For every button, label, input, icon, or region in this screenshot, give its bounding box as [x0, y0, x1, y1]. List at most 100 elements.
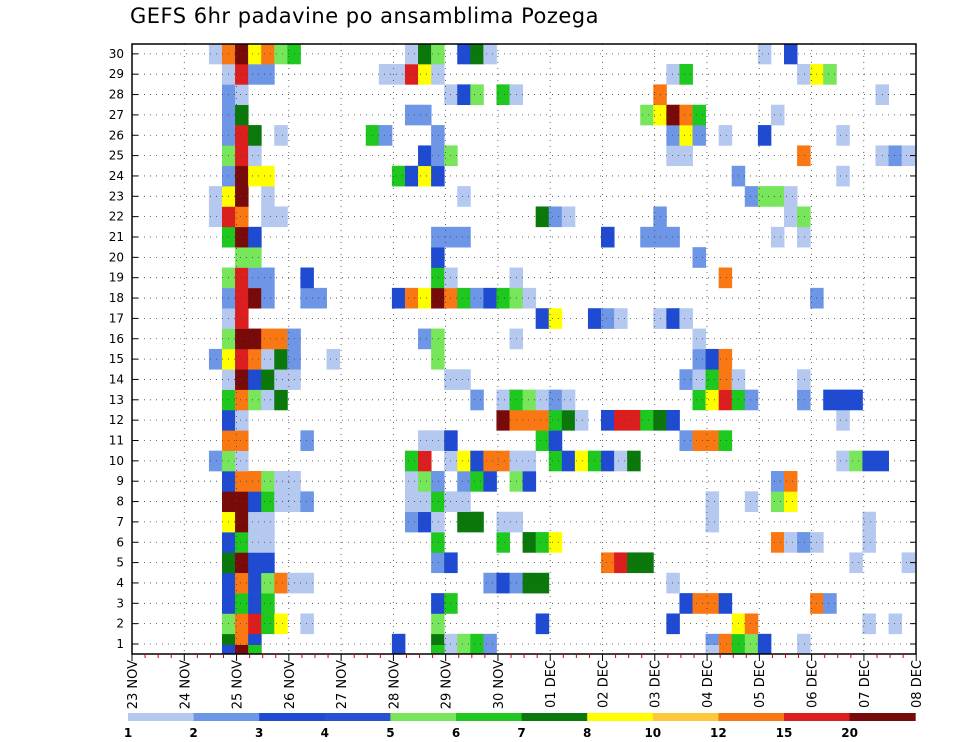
- heatmap-cell: [235, 369, 249, 390]
- heatmap-cell: [601, 308, 615, 329]
- heatmap-cell: [483, 450, 497, 472]
- heatmap-cell: [235, 348, 249, 370]
- colorbar: 1 2 3 4 5 6 7 8 10 12 15 20: [124, 713, 916, 740]
- y-tick-label: 16: [109, 332, 124, 346]
- heatmap-cell: [235, 593, 249, 614]
- heatmap-cell: [627, 409, 641, 431]
- x-tick-label: 01 DEC: [544, 660, 559, 708]
- heatmap-cell: [274, 125, 288, 146]
- heatmap-cell: [744, 633, 759, 655]
- heatmap-cell: [431, 145, 445, 167]
- heatmap-cell: [496, 572, 510, 594]
- y-tick-label: 12: [109, 413, 124, 427]
- heatmap-cell: [235, 125, 249, 146]
- heatmap-cell: [797, 369, 811, 390]
- heatmap-cell: [692, 389, 707, 411]
- heatmap-cell: [522, 287, 537, 309]
- colorbar-label: 3: [255, 726, 263, 740]
- heatmap-cell: [548, 532, 563, 553]
- y-tick-label: 15: [109, 352, 124, 366]
- heatmap-cell: [391, 64, 406, 85]
- colorbar-label: 20: [841, 726, 858, 740]
- y-tick-label: 30: [109, 47, 124, 61]
- heatmap-cell: [535, 532, 550, 553]
- heatmap-cell: [666, 572, 680, 594]
- heatmap-cell: [404, 104, 419, 126]
- heatmap-cell: [627, 552, 641, 574]
- heatmap-cell: [496, 84, 510, 106]
- heatmap-cell: [705, 593, 720, 614]
- heatmap-cell: [248, 125, 262, 146]
- heatmap-cell: [797, 145, 811, 167]
- heatmap-cell: [418, 450, 432, 472]
- heatmap-cell: [404, 165, 419, 187]
- colorbar-label: 10: [644, 726, 661, 740]
- heatmap-cell: [248, 348, 262, 370]
- colorbar-swatch: [521, 713, 588, 721]
- heatmap-cell: [548, 430, 563, 451]
- x-tick-label: 29 NOV: [440, 660, 455, 709]
- colorbar-label: 1: [124, 726, 132, 740]
- heatmap-cell: [235, 450, 249, 472]
- heatmap-cell: [300, 491, 314, 513]
- heatmap-cell: [457, 226, 471, 248]
- heatmap-cell: [561, 450, 576, 472]
- heatmap-cell: [483, 633, 497, 655]
- x-tick-label: 08 DEC: [910, 660, 925, 708]
- heatmap-cell: [235, 409, 249, 431]
- heatmap-cell: [404, 287, 419, 309]
- heatmap-cell: [274, 471, 288, 492]
- heatmap-cell: [744, 389, 759, 411]
- heatmap-cell: [248, 491, 262, 513]
- heatmap-cell: [601, 409, 615, 431]
- heatmap-cell: [248, 267, 262, 289]
- heatmap-cell: [235, 186, 249, 207]
- y-tick-label: 19: [109, 271, 124, 285]
- heatmap-cell: [248, 471, 262, 492]
- y-tick-label: 10: [109, 454, 124, 468]
- heatmap-cell: [431, 613, 445, 635]
- heatmap-cell: [522, 409, 537, 431]
- heatmap-cell: [470, 84, 484, 106]
- y-tick-label: 23: [109, 189, 124, 203]
- heatmap-cell: [797, 64, 811, 85]
- heatmap-cell: [718, 389, 733, 411]
- heatmap-cell: [901, 552, 916, 574]
- heatmap-cell: [522, 471, 537, 492]
- heatmap-cell: [431, 125, 445, 146]
- heatmap-cell: [692, 593, 707, 614]
- heatmap-cell: [261, 471, 275, 492]
- y-tick-label: 17: [109, 311, 124, 325]
- heatmap-cell: [431, 511, 445, 533]
- heatmap-cell: [431, 645, 445, 654]
- heatmap-cell: [679, 145, 693, 167]
- heatmap-cell: [784, 532, 798, 553]
- heatmap-cell: [274, 43, 288, 65]
- heatmap-cell: [836, 389, 850, 411]
- heatmap-cell: [862, 532, 876, 553]
- x-tick-label: 06 DEC: [806, 660, 821, 708]
- heatmap-cell: [718, 430, 733, 451]
- heatmap-cell: [431, 491, 445, 513]
- heatmap-cell: [431, 593, 445, 614]
- heatmap-cell: [235, 84, 249, 106]
- x-axis: 23 NOV 24 NOV 25 NOV 26 NOV 27 NOV 28 NOV 29 N…: [126, 654, 925, 709]
- heatmap-cell: [679, 430, 693, 451]
- x-tick-label: 23 NOV: [126, 660, 141, 709]
- heatmap-cell: [208, 450, 223, 472]
- heatmap-cell: [248, 572, 262, 594]
- heatmap-cell: [901, 145, 916, 167]
- heatmap-cell: [535, 430, 550, 451]
- heatmap-cell: [535, 206, 550, 228]
- x-tick-label: 04 DEC: [701, 660, 716, 708]
- heatmap-cell: [418, 328, 432, 350]
- heatmap-cell: [274, 491, 288, 513]
- heatmap-cell: [431, 226, 445, 248]
- colorbar-label: 15: [776, 726, 793, 740]
- heatmap-cell: [248, 226, 262, 248]
- y-tick-label: 13: [109, 393, 124, 407]
- y-tick-label: 24: [109, 169, 124, 183]
- y-tick-label: 18: [109, 291, 124, 305]
- heatmap-cell: [208, 43, 223, 65]
- y-tick-label: 5: [116, 556, 124, 570]
